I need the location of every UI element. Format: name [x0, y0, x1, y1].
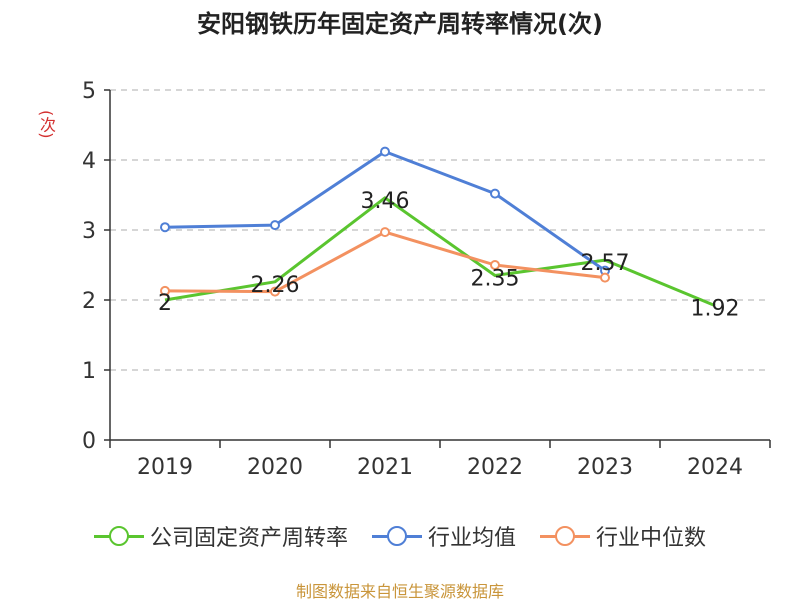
legend-label-company: 公司固定资产周转率: [149, 526, 348, 551]
grid-lines: [110, 89, 770, 371]
point-series1-2019[interactable]: [160, 222, 170, 233]
point-series2-2023[interactable]: [600, 272, 610, 283]
point-series1-2020[interactable]: [270, 220, 280, 231]
y-tick-label-2: 2: [82, 289, 96, 314]
point-series2-2019[interactable]: [160, 285, 170, 296]
legend-swatch-industry-median: [540, 526, 590, 546]
legend-item-company[interactable]: 公司固定资产周转率: [93, 520, 348, 552]
data-label-2023: 2.57: [581, 251, 630, 276]
legend-item-industry-median[interactable]: 行业中位数: [540, 520, 706, 552]
data-labels: 2 2.26 3.46 2.35 2.57 1.92: [158, 189, 739, 322]
legend-swatch-industry-mean: [371, 526, 422, 546]
x-tick-label-2024: 2024: [687, 455, 743, 480]
axes: 0 1 2 3 4 5 2019 2020 2021 2022 2023 2024: [82, 79, 771, 480]
series-line-2: [164, 230, 606, 294]
y-tick-label-4: 4: [82, 149, 96, 174]
series-line-0: [164, 196, 716, 307]
x-tick-label-2022: 2022: [467, 455, 523, 480]
data-label-2021: 3.46: [361, 189, 410, 214]
data-label-2024: 1.92: [691, 297, 740, 322]
point-series1-2022[interactable]: [490, 188, 500, 199]
point-series1-2021[interactable]: [380, 146, 390, 157]
legend-label-industry-median: 行业中位数: [596, 526, 707, 551]
data-label-2020: 2.26: [251, 273, 300, 298]
legend-item-industry-mean[interactable]: 行业均值: [371, 520, 516, 552]
legend-label-industry-mean: 行业均值: [427, 526, 516, 551]
y-tick-label-5: 5: [82, 79, 96, 104]
legend: 公司固定资产周转率 行业均值 行业中位数: [0, 520, 800, 552]
data-label-2022: 2.35: [471, 267, 520, 292]
y-tick-label-0: 0: [82, 429, 96, 454]
x-tick-label-2020: 2020: [247, 455, 303, 480]
y-tick-label-1: 1: [82, 359, 96, 384]
chart-title: 安阳钢铁历年固定资产周转率情况(次): [197, 10, 603, 38]
y-tick-label-3: 3: [82, 219, 96, 244]
source-footer: 制图数据来自恒生聚源数据库: [295, 582, 504, 601]
point-series2-2020[interactable]: [270, 286, 280, 297]
series-lines: [160, 146, 716, 307]
x-tick-label-2023: 2023: [577, 455, 633, 480]
x-tick-label-2019: 2019: [137, 455, 193, 480]
y-axis-label: (次): [37, 110, 56, 139]
x-tick-label-2021: 2021: [357, 455, 413, 480]
point-series2-2022[interactable]: [490, 260, 500, 270]
point-series2-2021[interactable]: [380, 227, 390, 238]
legend-swatch-company: [93, 526, 144, 546]
data-label-2019: 2: [158, 291, 172, 316]
